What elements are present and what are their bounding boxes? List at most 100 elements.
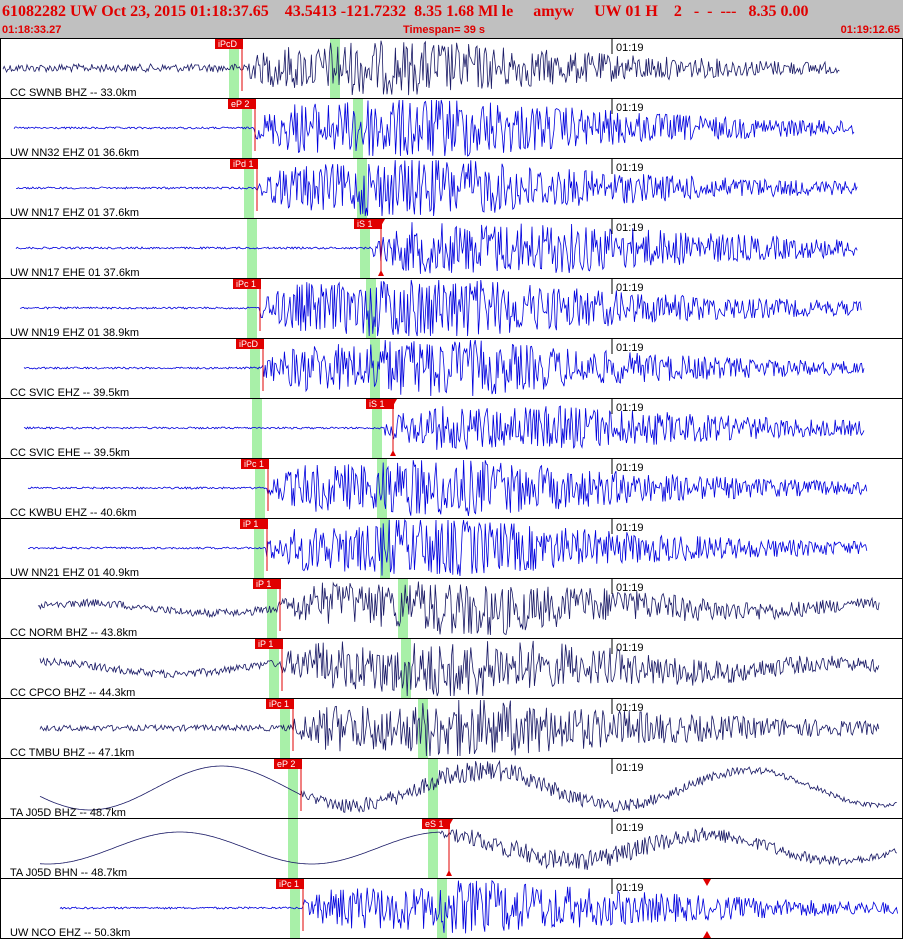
- station-label: CC SVIC EHE -- 39.5km: [10, 447, 130, 459]
- time-tick-label: 01:19: [616, 462, 644, 474]
- time-tick-label: 01:19: [616, 882, 644, 894]
- trace-row[interactable]: 01:19 eP 2 TA J05D BHZ -- 48.7km: [0, 758, 903, 820]
- trace-row[interactable]: 01:19 iPcD CC SWNB BHZ -- 33.0km: [0, 38, 903, 100]
- trace-row[interactable]: 01:19 iPd 1 UW NN17 EHZ 01 37.6km: [0, 158, 903, 220]
- pick-bottom-marker-icon: [446, 870, 452, 876]
- time-tick-label: 01:19: [616, 702, 644, 714]
- time-tick-label: 01:19: [616, 162, 644, 174]
- trace-row[interactable]: 01:19 eP 2 UW NN32 EHZ 01 36.6km: [0, 98, 903, 160]
- phase-pick[interactable]: iPc 1: [233, 279, 261, 331]
- s-arrival-band: [330, 39, 340, 98]
- p-arrival-band: [244, 159, 254, 218]
- s-arrival-band: [418, 699, 428, 758]
- waveform: [15, 222, 858, 274]
- pick-label: eP 2: [277, 759, 295, 769]
- waveform: [39, 699, 880, 757]
- phase-pick[interactable]: iS 1: [354, 219, 385, 276]
- p-arrival-band: [254, 519, 264, 578]
- station-label: UW NN19 EHZ 01 38.9km: [10, 327, 139, 339]
- pick-flag: [354, 219, 382, 229]
- time-tick-label: 01:19: [616, 642, 644, 654]
- pick-bottom-marker-icon: [378, 270, 384, 276]
- pick-label: iPc 1: [244, 459, 264, 469]
- station-label: UW NN21 EHZ 01 40.9km: [10, 567, 139, 579]
- timespan-label: Timespan= 39 s: [403, 24, 486, 36]
- phase-pick[interactable]: iPcD: [236, 339, 264, 391]
- s-arrival-band: [370, 339, 380, 398]
- pick-label: iS 1: [369, 399, 385, 409]
- s-arrival-band: [428, 759, 438, 818]
- trace-row[interactable]: 01:19 iPc 1 CC KWBU EHZ -- 40.6km: [0, 458, 903, 520]
- trace-row[interactable]: 01:19 eS 1 TA J05D BHN -- 48.7km: [0, 818, 903, 880]
- station-label: CC NORM BHZ -- 43.8km: [10, 627, 137, 639]
- trace-row[interactable]: 01:19 iPc 1 CC TMBU BHZ -- 47.1km: [0, 698, 903, 760]
- station-label: UW NN32 EHZ 01 36.6km: [10, 147, 139, 159]
- pick-top-marker-icon: [377, 219, 385, 226]
- phase-pick[interactable]: iPc 1: [266, 699, 294, 751]
- waveform: [27, 518, 868, 577]
- phase-pick[interactable]: iS 1: [366, 399, 397, 456]
- pick-flag: [366, 399, 394, 409]
- event-summary: 61082282 UW Oct 23, 2015 01:18:37.65 43.…: [2, 3, 809, 20]
- pick-flag: [422, 819, 450, 829]
- waveform: [37, 581, 880, 636]
- waveform: [19, 279, 862, 337]
- phase-pick[interactable]: iPc 1: [276, 879, 304, 931]
- pick-label: iPc 1: [236, 279, 256, 289]
- phase-pick[interactable]: iPc 1: [241, 459, 269, 511]
- s-arrival-band: [437, 879, 447, 938]
- pick-label: iP 1: [243, 519, 258, 529]
- pick-label: iP 1: [256, 579, 271, 589]
- pick-top-marker-icon: [389, 399, 397, 406]
- trace-row[interactable]: 01:19 iPc 1 UW NN19 EHZ 01 38.9km: [0, 278, 903, 340]
- phase-pick[interactable]: eP 2: [228, 99, 256, 151]
- pick-label: iP 1: [258, 639, 273, 649]
- start-time: 01:18:33.27: [2, 24, 62, 36]
- pick-flag: [274, 759, 302, 769]
- p-arrival-band: [267, 579, 277, 638]
- time-tick-label: 01:19: [616, 102, 644, 114]
- waveform: [15, 159, 858, 217]
- phase-pick[interactable]: iPd 1: [230, 159, 258, 211]
- time-tick-label: 01:19: [616, 582, 644, 594]
- pick-label: iPc 1: [279, 879, 299, 889]
- pick-flag: [233, 279, 261, 289]
- waveform: [23, 339, 865, 397]
- trace-row[interactable]: 01:19 iP 1 CC NORM BHZ -- 43.8km: [0, 578, 903, 640]
- phase-pick[interactable]: iP 1: [253, 579, 281, 631]
- station-label: CC SVIC EHZ -- 39.5km: [10, 387, 129, 399]
- trace-row[interactable]: 01:19 iP 1 CC CPCO BHZ -- 44.3km: [0, 638, 903, 700]
- pick-label: iPcD: [218, 39, 238, 49]
- station-label: TA J05D BHZ -- 48.7km: [10, 807, 126, 819]
- s-arrival-band: [357, 159, 367, 218]
- pick-top-marker-icon: [445, 819, 453, 826]
- s-arrival-band: [360, 219, 370, 278]
- pick-label: eP 2: [231, 99, 249, 109]
- s-arrival-band: [428, 819, 438, 878]
- pick-flag: [276, 879, 304, 889]
- pick-flag: [236, 339, 264, 349]
- waveform: [59, 879, 898, 934]
- p-arrival-band: [250, 339, 260, 398]
- station-label: CC KWBU EHZ -- 40.6km: [10, 507, 137, 519]
- station-label: CC SWNB BHZ -- 33.0km: [10, 87, 137, 99]
- trace-row[interactable]: 01:19 iPcD CC SVIC EHZ -- 39.5km: [0, 338, 903, 400]
- time-tick-label: 01:19: [616, 402, 644, 414]
- phase-pick[interactable]: iPcD: [215, 39, 243, 91]
- station-label: CC CPCO BHZ -- 44.3km: [10, 687, 135, 699]
- marker-top-icon: [703, 879, 711, 886]
- seismogram-panel[interactable]: 01:19 iPcD CC SWNB BHZ -- 33.0km 01:19 eP 2 U…: [0, 38, 903, 940]
- station-label: UW NN17 EHZ 01 37.6km: [10, 207, 139, 219]
- pick-label: iPd 1: [233, 159, 254, 169]
- trace-row[interactable]: 01:19 iS 1 CC SVIC EHE -- 39.5km: [0, 398, 903, 460]
- phase-pick[interactable]: iP 1: [255, 639, 283, 691]
- trace-row[interactable]: 01:19 iPc 1 UW NCO EHZ -- 50.3km: [0, 878, 903, 940]
- phase-pick[interactable]: eS 1: [422, 819, 453, 876]
- phase-pick[interactable]: iP 1: [240, 519, 268, 571]
- time-tick-label: 01:19: [616, 342, 644, 354]
- trace-row[interactable]: 01:19 iP 1 UW NN21 EHZ 01 40.9km: [0, 518, 903, 580]
- phase-pick[interactable]: eP 2: [274, 759, 302, 811]
- marker-bottom-icon: [703, 931, 711, 938]
- time-tick-label: 01:19: [616, 282, 644, 294]
- trace-row[interactable]: 01:19 iS 1 UW NN17 EHE 01 37.6km: [0, 218, 903, 280]
